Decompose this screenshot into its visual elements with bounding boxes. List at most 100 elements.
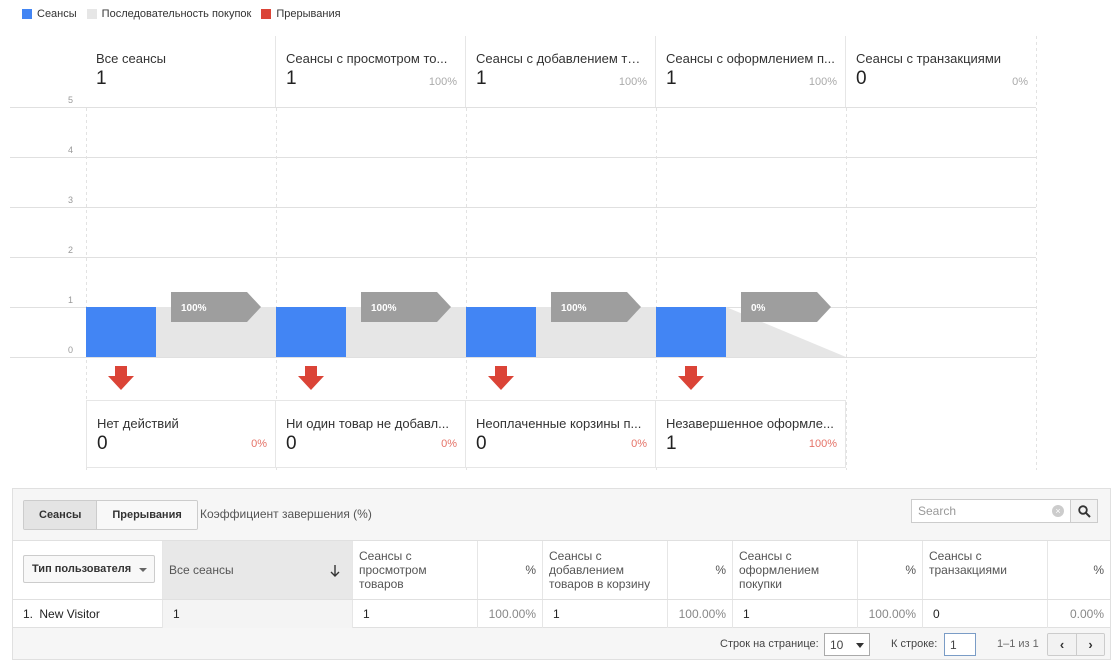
goto-row-label: К строке:	[891, 638, 938, 650]
legend-item-sessions: Сеансы	[22, 8, 77, 20]
flow-arrow	[741, 292, 831, 322]
flow-arrow	[171, 292, 261, 322]
cell-checkout-pct: 100.00%	[857, 600, 922, 628]
y-tick-label: 3	[68, 195, 73, 205]
table-body: 1. New Visitor 1 1 100.00% 1 100.00% 1 1…	[13, 599, 1110, 628]
flow-arrow	[361, 292, 451, 322]
dropoff-value: 0	[476, 433, 487, 454]
row-index: 1.	[23, 607, 34, 621]
dropoff-value: 0	[286, 433, 297, 454]
dimension-dropdown[interactable]: Тип пользователя	[23, 555, 155, 583]
stage-name: Все сеансы	[96, 51, 166, 66]
sort-desc-icon	[330, 565, 340, 577]
header-transactions-pct[interactable]: %	[1047, 541, 1110, 600]
header-add-to-cart-pct[interactable]: %	[667, 541, 732, 600]
dropoff-pct: 0%	[251, 438, 267, 450]
header-product-view[interactable]: Сеансы с просмотром товаров	[352, 541, 477, 600]
stage-name: Сеансы с просмотром то...	[286, 51, 448, 66]
dropoff-box[interactable]: Ни один товар не добавл... 0 0%	[276, 400, 466, 468]
toggle-abandon-button[interactable]: Прерывания	[96, 501, 197, 529]
chevron-down-icon	[139, 568, 147, 572]
page-nav: ‹ ›	[1047, 633, 1105, 656]
stage-value: 1	[286, 68, 297, 89]
stage-value: 1	[476, 68, 487, 89]
legend-label-sessions: Сеансы	[37, 8, 77, 20]
search-icon	[1077, 504, 1091, 518]
flow-pct-label: 0%	[751, 303, 766, 314]
cell-add-to-cart-pct: 100.00%	[667, 600, 732, 628]
sessions-bar	[656, 307, 726, 357]
dropoff-arrow-icon	[298, 366, 324, 390]
stage-header[interactable]: Все сеансы 1	[86, 36, 276, 107]
table-toolbar: Сеансы Прерывания Коэффициент завершения…	[13, 489, 1110, 539]
legend-label-abandon: Прерывания	[276, 8, 341, 20]
cell-product-view: 1	[352, 600, 477, 628]
dropoff-arrow-icon	[108, 366, 134, 390]
header-add-to-cart[interactable]: Сеансы с добавлением товаров в корзину	[542, 541, 667, 600]
sessions-bar	[466, 307, 536, 357]
table-pagination: Строк на странице: 10 К строке: 1 1–1 из…	[13, 629, 1110, 660]
flow-pct-label: 100%	[371, 303, 397, 314]
stage-name: Сеансы с оформлением п...	[666, 51, 835, 66]
search-input[interactable]: Search ×	[911, 499, 1071, 523]
cell-checkout: 1	[732, 600, 857, 628]
stage-pct: 100%	[428, 76, 457, 88]
dropoff-box[interactable]: Неоплаченные корзины п... 0 0%	[466, 400, 656, 468]
header-all-sessions[interactable]: Все сеансы	[162, 541, 352, 600]
legend-swatch-abandon	[261, 9, 272, 19]
funnel-chart: 5 4 3 2 1 0 100% 100% 100% 0% Все сеансы 1 Сеансы с…	[10, 36, 1113, 470]
header-transactions[interactable]: Сеансы с транзакциями	[922, 541, 1047, 600]
legend-item-abandon: Прерывания	[261, 8, 341, 20]
chevron-left-icon: ‹	[1059, 637, 1065, 652]
cell-transactions-pct: 0.00%	[1047, 600, 1110, 628]
dropoff-value: 0	[97, 433, 108, 454]
toggle-sessions-button[interactable]: Сеансы	[24, 501, 97, 529]
legend-label-funnel: Последовательность покупок	[101, 8, 252, 20]
view-toggle: Сеансы Прерывания	[23, 500, 198, 530]
page-range: 1–1 из 1	[997, 638, 1039, 650]
header-product-view-pct[interactable]: %	[477, 541, 542, 600]
chart-legend: Сеансы Последовательность покупок Прерыв…	[22, 8, 341, 20]
rows-per-page-select[interactable]: 10	[824, 633, 870, 656]
flow-arrow	[551, 292, 641, 322]
stage-header[interactable]: Сеансы с транзакциями 0 0%	[846, 36, 1036, 107]
dropoff-pct: 0%	[441, 438, 457, 450]
y-tick-label: 4	[68, 145, 73, 155]
search-placeholder: Search	[918, 504, 957, 518]
stage-header[interactable]: Сеансы с оформлением п... 1 100%	[656, 36, 846, 107]
stage-pct: 100%	[808, 76, 837, 88]
dropoff-name: Нет действий	[97, 416, 179, 431]
dropoff-box[interactable]: Незавершенное оформле... 1 100%	[656, 400, 846, 468]
stage-header[interactable]: Сеансы с просмотром то... 1 100%	[276, 36, 466, 107]
goto-row-input[interactable]: 1	[944, 633, 976, 656]
next-page-button[interactable]: ›	[1076, 634, 1104, 655]
funnel-table: Сеансы Прерывания Коэффициент завершения…	[12, 488, 1111, 660]
dropoff-value: 1	[666, 433, 677, 454]
dropoff-pct: 100%	[808, 438, 837, 450]
prev-page-button[interactable]: ‹	[1048, 634, 1076, 655]
flow-pct-label: 100%	[181, 303, 207, 314]
cell-all-sessions: 1	[162, 600, 352, 628]
clear-search-icon[interactable]: ×	[1052, 505, 1064, 517]
legend-swatch-funnel	[86, 9, 97, 19]
legend-item-funnel: Последовательность покупок	[86, 8, 252, 20]
dropoff-name: Незавершенное оформле...	[666, 416, 834, 431]
stage-pct: 0%	[1012, 76, 1028, 88]
header-checkout[interactable]: Сеансы с оформлением покупки	[732, 541, 857, 600]
table-header: Тип пользователя Все сеансы Сеансы с про…	[13, 540, 1110, 600]
y-tick-label: 1	[68, 295, 73, 305]
legend-swatch-sessions	[22, 9, 32, 19]
stage-value: 1	[96, 68, 107, 89]
stage-value: 1	[666, 68, 677, 89]
dropoff-pct: 0%	[631, 438, 647, 450]
completion-rate-link[interactable]: Коэффициент завершения (%)	[200, 507, 372, 521]
search-button[interactable]	[1070, 499, 1098, 523]
cell-transactions: 0	[922, 600, 1047, 628]
dropoff-arrow-icon	[488, 366, 514, 390]
dropoff-box[interactable]: Нет действий 0 0%	[86, 400, 276, 468]
dropoff-arrow-icon	[678, 366, 704, 390]
stage-header[interactable]: Сеансы с добавлением то... 1 100%	[466, 36, 656, 107]
rows-per-page-value: 10	[830, 638, 844, 652]
row-name-link[interactable]: New Visitor	[39, 607, 100, 621]
header-checkout-pct[interactable]: %	[857, 541, 922, 600]
